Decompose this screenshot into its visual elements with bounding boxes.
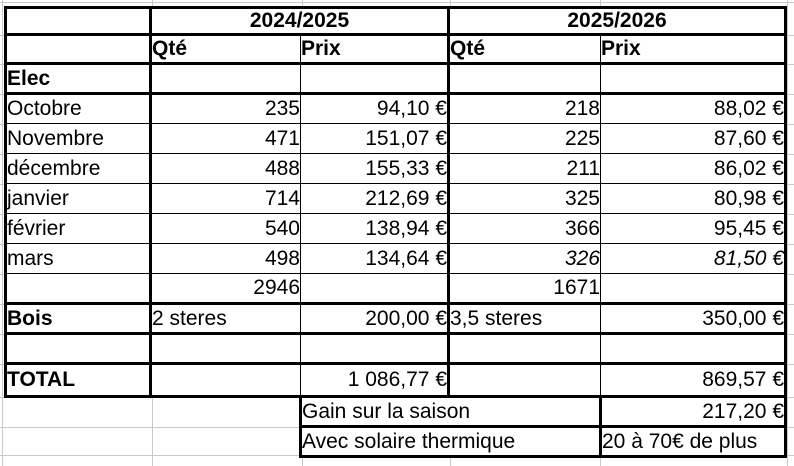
cell-mars-name[interactable]: mars bbox=[4, 243, 152, 274]
header-season-2024-2025[interactable]: 2024/2025 bbox=[150, 6, 450, 36]
cell-fevrier-qty-s2[interactable]: 366 bbox=[448, 213, 601, 244]
cell-mars-qty-s1[interactable]: 498 bbox=[150, 243, 301, 274]
cell-bois-qty-s1[interactable]: 2 steres bbox=[150, 303, 301, 335]
cell-bois-qty-s2[interactable]: 3,5 steres bbox=[448, 303, 601, 335]
cell-janvier-name[interactable]: janvier bbox=[4, 183, 152, 214]
cell-spacer-4[interactable] bbox=[448, 333, 601, 365]
cell-novembre-qty-s1[interactable]: 471 bbox=[150, 123, 301, 154]
header-season-2025-2026[interactable]: 2025/2026 bbox=[448, 6, 787, 36]
gridline-v bbox=[787, 0, 788, 466]
cell-spacer-2[interactable] bbox=[150, 333, 301, 365]
cell-octobre-name[interactable]: Octobre bbox=[4, 93, 152, 124]
cell-bois-price-s2[interactable]: 350,00 € bbox=[600, 303, 787, 335]
cell-janvier-price-s1[interactable]: 212,69 € bbox=[300, 183, 450, 214]
cell-mars-qty-s2[interactable]: 326 bbox=[448, 243, 601, 274]
cell-novembre-price-s2[interactable]: 87,60 € bbox=[600, 123, 787, 154]
cell-sum-qty-s2[interactable]: 1671 bbox=[448, 273, 601, 305]
gridline-h bbox=[0, 2, 794, 3]
cell-ghost[interactable] bbox=[6, 427, 151, 457]
cell-blank-row2[interactable] bbox=[4, 34, 152, 65]
cell-elec-blank-4[interactable] bbox=[600, 63, 787, 95]
cell-ghost[interactable] bbox=[151, 397, 301, 427]
cell-spacer-5[interactable] bbox=[600, 333, 787, 365]
summary-gain-label[interactable]: Gain sur la saison bbox=[299, 396, 602, 428]
cell-ghost[interactable] bbox=[6, 397, 151, 427]
cell-fevrier-price-s2[interactable]: 95,45 € bbox=[600, 213, 787, 244]
cell-janvier-price-s2[interactable]: 80,98 € bbox=[600, 183, 787, 214]
summary-gain-value[interactable]: 217,20 € bbox=[600, 396, 787, 428]
summary-solar-value[interactable]: 20 à 70€ de plus bbox=[600, 426, 787, 458]
cell-fevrier-name[interactable]: février bbox=[4, 213, 152, 244]
cell-elec-blank-3[interactable] bbox=[448, 63, 601, 95]
cell-fevrier-qty-s1[interactable]: 540 bbox=[150, 213, 301, 244]
cell-janvier-qty-s2[interactable]: 325 bbox=[448, 183, 601, 214]
cell-mars-price-s1[interactable]: 134,64 € bbox=[300, 243, 450, 274]
section-label-elec[interactable]: Elec bbox=[4, 63, 152, 95]
colheader-qty-s1[interactable]: Qté bbox=[150, 34, 301, 65]
cell-decembre-price-s1[interactable]: 155,33 € bbox=[300, 153, 450, 184]
cell-octobre-qty-s1[interactable]: 235 bbox=[150, 93, 301, 124]
cell-fevrier-price-s1[interactable]: 138,94 € bbox=[300, 213, 450, 244]
cell-elec-blank-1[interactable] bbox=[150, 63, 301, 95]
cell-novembre-qty-s2[interactable]: 225 bbox=[448, 123, 601, 154]
summary-solar-label[interactable]: Avec solaire thermique bbox=[299, 426, 602, 458]
colheader-price-s2[interactable]: Prix bbox=[600, 34, 787, 65]
cell-total-label[interactable]: TOTAL bbox=[4, 363, 152, 398]
cell-spacer-1[interactable] bbox=[4, 333, 152, 365]
cell-octobre-price-s2[interactable]: 88,02 € bbox=[600, 93, 787, 124]
cell-octobre-qty-s2[interactable]: 218 bbox=[448, 93, 601, 124]
cell-sum-blank-label[interactable] bbox=[4, 273, 152, 305]
cell-mars-price-s2[interactable]: 81,50 € bbox=[600, 243, 787, 274]
cell-sum-blank-1[interactable] bbox=[300, 273, 450, 305]
cell-octobre-price-s1[interactable]: 94,10 € bbox=[300, 93, 450, 124]
colheader-qty-s2[interactable]: Qté bbox=[448, 34, 601, 65]
colheader-price-s1[interactable]: Prix bbox=[300, 34, 450, 65]
cell-spacer-3[interactable] bbox=[300, 333, 450, 365]
cell-decembre-qty-s1[interactable]: 488 bbox=[150, 153, 301, 184]
cell-elec-blank-2[interactable] bbox=[300, 63, 450, 95]
gridline-v bbox=[2, 0, 3, 466]
cell-sum-blank-2[interactable] bbox=[600, 273, 787, 305]
cell-novembre-price-s1[interactable]: 151,07 € bbox=[300, 123, 450, 154]
cell-total-price-s2[interactable]: 869,57 € bbox=[600, 363, 787, 398]
cell-decembre-name[interactable]: décembre bbox=[4, 153, 152, 184]
cell-corner-blank[interactable] bbox=[4, 6, 152, 36]
cell-ghost[interactable] bbox=[151, 427, 301, 457]
cell-bois-price-s1[interactable]: 200,00 € bbox=[300, 303, 450, 335]
cell-decembre-qty-s2[interactable]: 211 bbox=[448, 153, 601, 184]
cell-decembre-price-s2[interactable]: 86,02 € bbox=[600, 153, 787, 184]
cell-sum-qty-s1[interactable]: 2946 bbox=[150, 273, 301, 305]
comparison-table: 2024/2025 2025/2026 Qté Prix Qté Prix El… bbox=[4, 6, 787, 458]
section-label-bois[interactable]: Bois bbox=[4, 303, 152, 335]
cell-total-price-s1[interactable]: 1 086,77 € bbox=[300, 363, 450, 398]
cell-novembre-name[interactable]: Novembre bbox=[4, 123, 152, 154]
cell-janvier-qty-s1[interactable]: 714 bbox=[150, 183, 301, 214]
cell-total-blank-1[interactable] bbox=[150, 363, 301, 398]
cell-total-blank-2[interactable] bbox=[448, 363, 601, 398]
